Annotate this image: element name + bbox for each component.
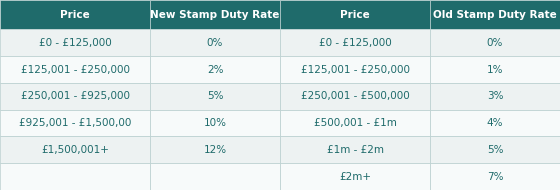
Text: 12%: 12% [203,145,227,155]
Bar [280,110,430,136]
Text: £0 - £125,000: £0 - £125,000 [39,38,111,48]
Text: 0%: 0% [207,38,223,48]
Text: £2m+: £2m+ [339,172,371,182]
Text: £1,500,001+: £1,500,001+ [41,145,109,155]
Bar [430,163,560,190]
Bar [0,0,150,29]
Text: £0 - £125,000: £0 - £125,000 [319,38,391,48]
Text: 2%: 2% [207,65,223,75]
Bar [150,163,280,190]
Bar [430,136,560,163]
Text: 1%: 1% [487,65,503,75]
Bar [430,0,560,29]
Text: £125,001 - £250,000: £125,001 - £250,000 [301,65,409,75]
Text: £925,001 - £1,500,00: £925,001 - £1,500,00 [19,118,131,128]
Bar [0,163,150,190]
Text: £250,001 - £925,000: £250,001 - £925,000 [21,91,129,101]
Bar [430,56,560,83]
Bar [280,0,430,29]
Text: 0%: 0% [487,38,503,48]
Text: £500,001 - £1m: £500,001 - £1m [314,118,396,128]
Bar [0,56,150,83]
Bar [280,29,430,56]
Bar [150,83,280,110]
Bar [150,136,280,163]
Bar [430,83,560,110]
Bar [280,163,430,190]
Bar [430,110,560,136]
Bar [150,56,280,83]
Text: 4%: 4% [487,118,503,128]
Bar [150,29,280,56]
Text: £1m - £2m: £1m - £2m [326,145,384,155]
Bar [0,29,150,56]
Bar [280,56,430,83]
Text: 10%: 10% [203,118,227,128]
Text: New Stamp Duty Rate: New Stamp Duty Rate [150,10,280,20]
Text: Old Stamp Duty Rate: Old Stamp Duty Rate [433,10,557,20]
Text: 3%: 3% [487,91,503,101]
Bar [0,83,150,110]
Bar [280,83,430,110]
Text: 5%: 5% [487,145,503,155]
Bar [280,136,430,163]
Bar [0,110,150,136]
Text: Price: Price [340,10,370,20]
Bar [0,136,150,163]
Bar [150,0,280,29]
Text: £125,001 - £250,000: £125,001 - £250,000 [21,65,129,75]
Bar [430,29,560,56]
Text: £250,001 - £500,000: £250,001 - £500,000 [301,91,409,101]
Text: 7%: 7% [487,172,503,182]
Text: Price: Price [60,10,90,20]
Bar [150,110,280,136]
Text: 5%: 5% [207,91,223,101]
